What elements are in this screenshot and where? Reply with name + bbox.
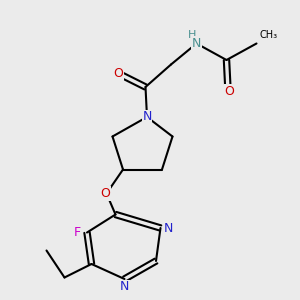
Text: F: F [74,226,81,239]
Text: N: N [164,221,173,235]
Text: N: N [192,37,201,50]
Text: O: O [225,85,234,98]
Text: N: N [120,280,129,293]
Text: O: O [100,187,110,200]
Text: O: O [114,67,123,80]
Text: N: N [142,110,152,124]
Text: H: H [188,31,196,40]
Text: CH₃: CH₃ [260,31,278,40]
